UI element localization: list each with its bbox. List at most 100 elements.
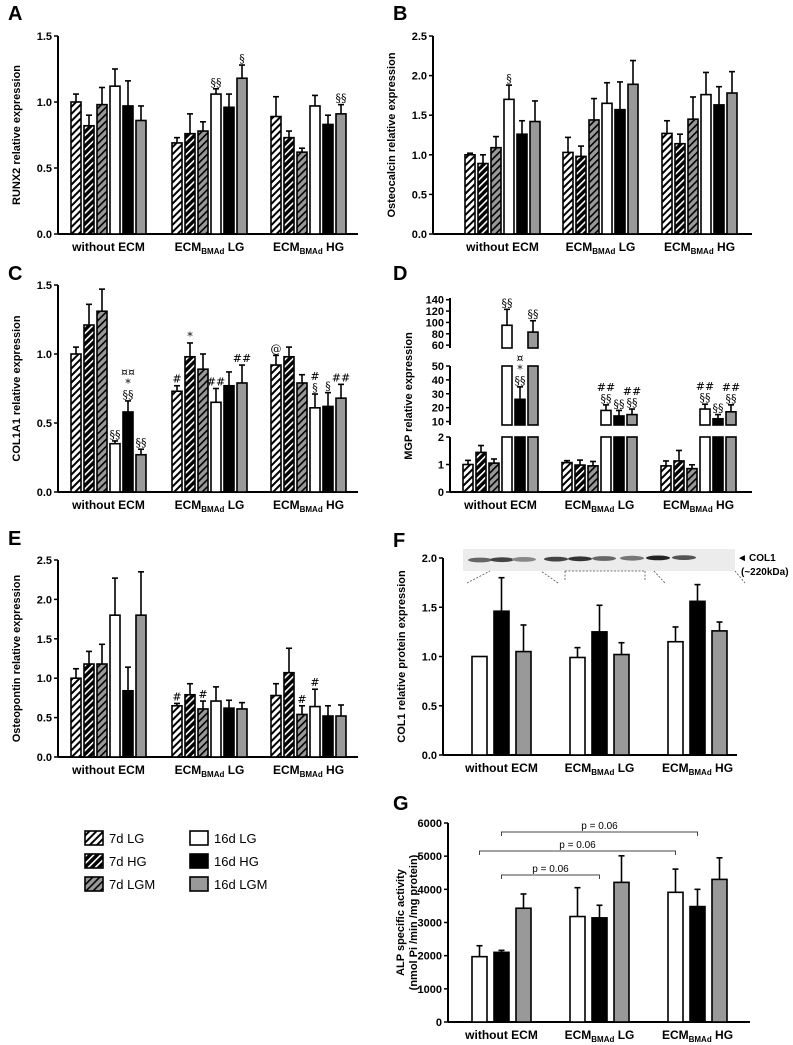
category-label: ECMBMAd LG bbox=[175, 240, 245, 256]
blot-band bbox=[544, 556, 568, 562]
y-tick-label: 0.5 bbox=[37, 713, 52, 725]
category-suffix: HG bbox=[323, 240, 344, 254]
bar-d16lgm bbox=[527, 365, 539, 426]
bar-d16hg bbox=[493, 951, 510, 1023]
y-axis-title: COL1A1 relative expression bbox=[11, 315, 23, 461]
category-subscript: BMAd bbox=[689, 768, 712, 777]
bar-d16hg bbox=[122, 105, 134, 235]
y-tick-label: 0 bbox=[438, 487, 444, 499]
bar-d16lgm bbox=[236, 77, 248, 235]
significance-mark: # bbox=[310, 370, 319, 383]
bar-d7hg bbox=[575, 155, 587, 235]
bar-d7hg bbox=[83, 124, 95, 235]
bar-d16lg bbox=[210, 700, 222, 758]
category-main: without ECM bbox=[71, 763, 145, 777]
bar-d16lg bbox=[109, 614, 121, 758]
category-main: ECM bbox=[565, 1028, 592, 1042]
bar-d16lg bbox=[569, 915, 586, 1023]
category-suffix: HG bbox=[712, 761, 733, 775]
bar-d16lgm bbox=[135, 614, 147, 758]
p-value-label: p = 0.06 bbox=[532, 864, 569, 875]
bar-d16hg bbox=[591, 917, 608, 1023]
bar-d16lgm bbox=[236, 382, 248, 493]
category-main: ECM bbox=[175, 763, 202, 777]
bar-d7lg bbox=[660, 465, 672, 493]
bar-d7lgm bbox=[197, 708, 209, 758]
bar-d16lgm bbox=[515, 650, 532, 756]
category-suffix: LG bbox=[224, 763, 244, 777]
significance-mark: §§ bbox=[614, 397, 625, 410]
bar-d16lg bbox=[501, 324, 513, 349]
bar-d16hg bbox=[516, 133, 528, 235]
y-tick-label: 1.0 bbox=[412, 150, 427, 162]
bar-d16lg bbox=[471, 655, 488, 756]
y-tick-label: 0.0 bbox=[412, 229, 427, 241]
bar-d7lg bbox=[562, 151, 574, 235]
significance-mark: ## bbox=[722, 381, 740, 394]
y-tick-label: 2000 bbox=[418, 951, 442, 963]
bar-d7lgm bbox=[96, 663, 108, 758]
blot-band bbox=[568, 556, 592, 562]
category-main: without ECM bbox=[71, 498, 145, 512]
bar-d16hg bbox=[712, 417, 724, 426]
bar-d7lg bbox=[270, 115, 282, 235]
bar-d7lg bbox=[270, 364, 282, 493]
bar-d16lgm bbox=[335, 715, 347, 758]
category-main: ECM bbox=[566, 240, 593, 254]
bar-d16hg bbox=[614, 108, 626, 235]
y-tick-label: 2.5 bbox=[412, 31, 427, 43]
bar-d7hg bbox=[283, 355, 295, 493]
bar-d16hg bbox=[322, 405, 334, 493]
significance-mark: §§ bbox=[627, 396, 638, 409]
bar-d16hg bbox=[493, 610, 510, 756]
y-tick-label: 60 bbox=[432, 340, 444, 352]
panel-letter: C bbox=[8, 263, 22, 285]
category-main: ECM bbox=[175, 240, 202, 254]
bar-d16lgm bbox=[725, 411, 737, 426]
panel-letter: B bbox=[393, 3, 407, 25]
significance-mark: §§ bbox=[700, 391, 711, 404]
bar-d16hg bbox=[322, 123, 334, 235]
category-label: without ECM bbox=[463, 498, 537, 512]
bar-d16hg bbox=[122, 690, 134, 758]
bar-d16lgm bbox=[515, 907, 532, 1023]
category-suffix: LG bbox=[614, 761, 634, 775]
bar-d7lg bbox=[70, 101, 82, 235]
bar-d16hg bbox=[322, 715, 334, 758]
y-tick-label: 20 bbox=[432, 403, 444, 415]
y-axis-title: RUNX2 relative expression bbox=[11, 65, 23, 205]
category-label: without ECM bbox=[71, 763, 145, 777]
bar-d7lg bbox=[270, 694, 282, 758]
panel-letter: A bbox=[8, 3, 22, 25]
category-label: ECMBMAd LG bbox=[175, 763, 245, 779]
panel-letter: E bbox=[8, 528, 21, 550]
blot-band bbox=[592, 556, 616, 561]
y-tick-label: 2.0 bbox=[412, 71, 427, 83]
bar-d16hg bbox=[689, 600, 706, 756]
significance-mark: §§ bbox=[136, 436, 147, 449]
panel-f: F 0.0 0.5 1.0 1.5 2.0 COL1 relative protein ex… bbox=[393, 530, 789, 777]
category-suffix: LG bbox=[615, 240, 635, 254]
legend: 7d LG 7d HG 7d LGM 16d LG 16d HG 16d LGM bbox=[84, 830, 267, 892]
bar-d16lgm bbox=[726, 92, 738, 235]
category-main: ECM bbox=[273, 240, 300, 254]
bar-d7lgm bbox=[687, 118, 699, 235]
bar-d7hg bbox=[83, 663, 95, 758]
category-label: ECMBMAd HG bbox=[663, 498, 734, 514]
category-label: ECMBMAd HG bbox=[662, 761, 733, 777]
y-tick-label: 140 bbox=[426, 295, 444, 307]
category-subscript: BMAd bbox=[591, 768, 614, 777]
blot-band bbox=[672, 555, 696, 560]
bar-d16hg bbox=[514, 436, 526, 493]
category-main: ECM bbox=[565, 498, 592, 512]
category-suffix: LG bbox=[614, 1028, 634, 1042]
bar-d16lgm bbox=[527, 331, 539, 349]
y-tick-label: 1.5 bbox=[422, 602, 437, 614]
bar-d16hg bbox=[712, 436, 724, 493]
category-suffix: LG bbox=[614, 498, 634, 512]
significance-mark: §§ bbox=[336, 92, 347, 105]
significance-mark: §§ bbox=[601, 392, 612, 405]
bar-d7hg bbox=[283, 671, 295, 758]
